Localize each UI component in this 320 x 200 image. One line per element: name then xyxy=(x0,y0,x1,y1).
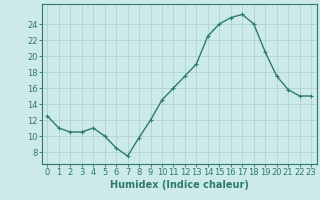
X-axis label: Humidex (Indice chaleur): Humidex (Indice chaleur) xyxy=(110,180,249,190)
